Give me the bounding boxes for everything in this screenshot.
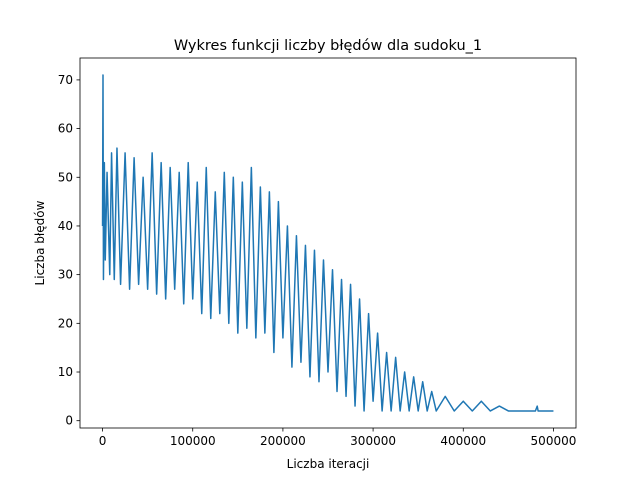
y-axis-ticks: 0 10 20 30 40 50 60 70 — [58, 73, 80, 428]
x-tick-label: 100000 — [170, 434, 216, 448]
x-tick-label: 300000 — [350, 434, 396, 448]
x-axis-ticks: 0 100000 200000 300000 400000 500000 — [99, 428, 577, 448]
series-line-0 — [101, 74, 554, 412]
x-tick-label: 0 — [99, 434, 107, 448]
y-tick-label: 10 — [58, 365, 73, 379]
y-axis-label: Liczba błędów — [33, 200, 47, 285]
y-tick-label: 70 — [58, 73, 73, 87]
y-tick-label: 30 — [58, 268, 73, 282]
y-tick-label: 0 — [65, 414, 73, 428]
plot-area — [101, 74, 554, 412]
y-tick-label: 50 — [58, 170, 73, 184]
y-tick-label: 20 — [58, 316, 73, 330]
x-tick-label: 400000 — [440, 434, 486, 448]
chart-title: Wykres funkcji liczby błędów dla sudoku_… — [174, 38, 482, 54]
axes-frame — [79, 57, 577, 429]
x-tick-label: 200000 — [260, 434, 306, 448]
x-tick-label: 500000 — [531, 434, 577, 448]
y-tick-label: 60 — [58, 122, 73, 136]
x-axis-label: Liczba iteracji — [287, 457, 370, 471]
y-tick-label: 40 — [58, 219, 73, 233]
